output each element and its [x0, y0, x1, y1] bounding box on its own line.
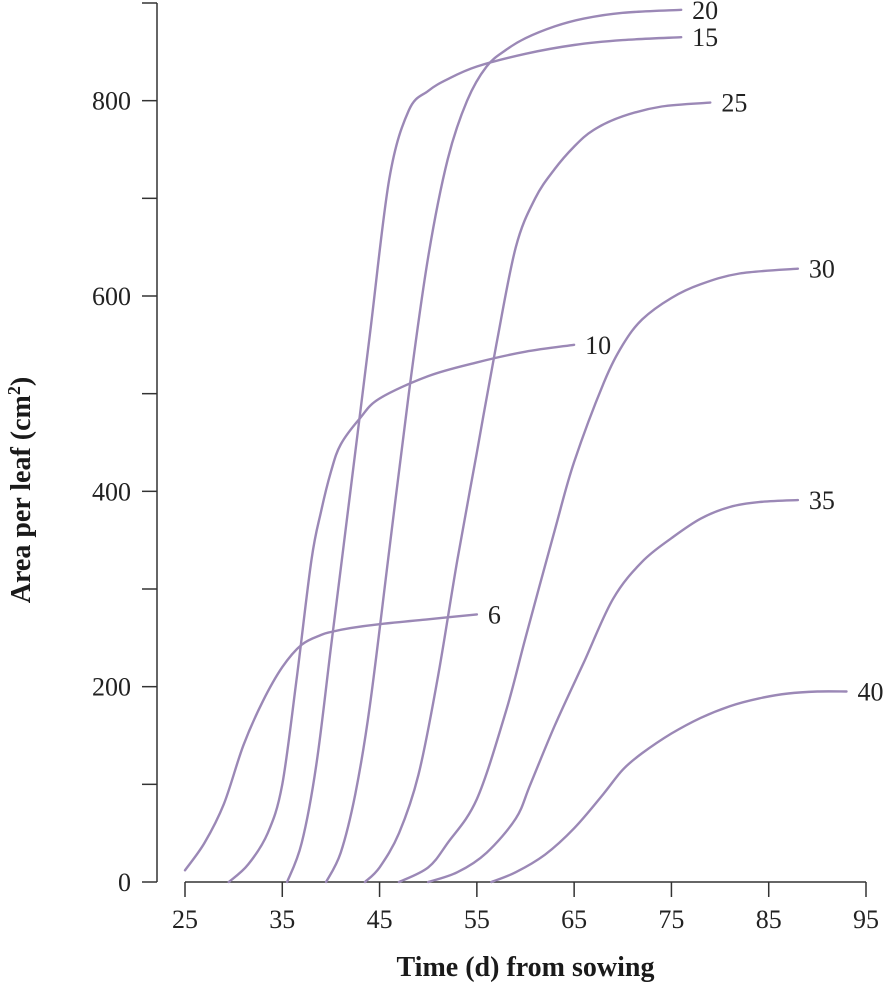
series-line-15 — [285, 36, 683, 884]
y-axis-title: Area per leaf (cm2) — [4, 377, 37, 603]
x-tick-label-85: 85 — [756, 905, 782, 934]
series-label-10: 10 — [585, 331, 611, 360]
series-label-6: 6 — [488, 600, 501, 629]
y-axis-title-superscript: 2 — [4, 386, 24, 395]
x-tick-label-65: 65 — [561, 905, 587, 934]
x-tick-label-95: 95 — [853, 905, 879, 934]
y-tick-label-0: 0 — [118, 868, 131, 897]
series-label-20: 20 — [692, 0, 718, 25]
x-tick-label-45: 45 — [367, 905, 393, 934]
axes — [156, 3, 866, 883]
series-line-20 — [324, 8, 683, 884]
x-tick-label-25: 25 — [172, 905, 198, 934]
x-axis-title: Time (d) from sowing — [397, 952, 655, 983]
y-axis-title-end: ) — [6, 377, 37, 386]
series-line-10 — [227, 343, 576, 884]
series-lines — [183, 8, 848, 884]
series-label-30: 30 — [809, 255, 835, 284]
series-line-25 — [363, 101, 712, 884]
y-tick-label-400: 400 — [92, 477, 131, 506]
x-tick-label-55: 55 — [464, 905, 490, 934]
y-axis-ticks: 0 200 400 600 800 — [92, 2, 157, 897]
series-label-40: 40 — [858, 678, 884, 707]
y-axis-title-main: Area per leaf (cm — [6, 395, 37, 603]
series-line-30 — [397, 267, 800, 884]
series-label-15: 15 — [692, 23, 718, 52]
y-tick-label-800: 800 — [92, 87, 131, 116]
y-tick-label-600: 600 — [92, 282, 131, 311]
x-tick-label-35: 35 — [269, 905, 295, 934]
series-label-25: 25 — [721, 89, 747, 118]
x-axis-ticks: 25 35 45 55 65 75 85 95 — [172, 882, 879, 934]
y-tick-label-200: 200 — [92, 673, 131, 702]
series-label-35: 35 — [809, 486, 835, 515]
x-tick-label-75: 75 — [658, 905, 684, 934]
series-line-40 — [490, 690, 848, 884]
series-line-35 — [427, 498, 800, 884]
